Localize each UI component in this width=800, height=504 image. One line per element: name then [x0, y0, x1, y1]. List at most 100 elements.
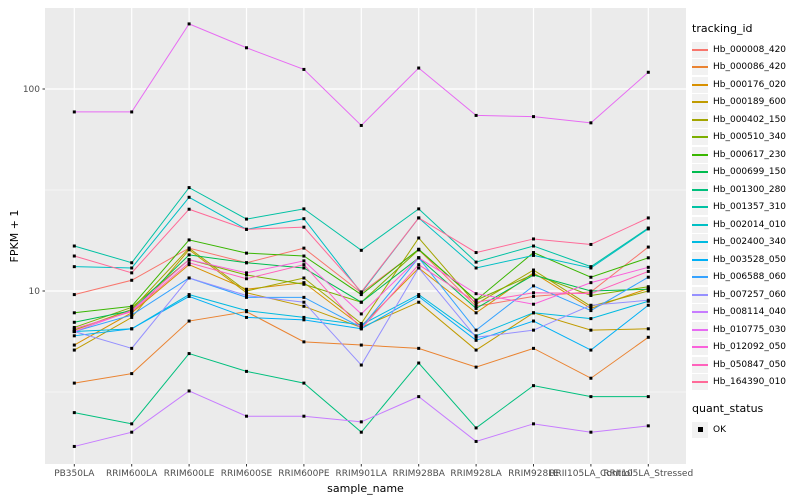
x-tick-label: RRIM928LA [450, 469, 502, 479]
legend-item-label: Hb_007257_060 [713, 289, 787, 300]
legend-item-label: Hb_003528_050 [713, 254, 787, 265]
legend-item-label: Hb_001357_310 [713, 202, 787, 213]
data-point [187, 195, 191, 199]
data-point [532, 273, 535, 277]
data-point [589, 348, 593, 352]
data-point [302, 207, 306, 211]
data-point [474, 306, 478, 310]
legend-item: Hb_002400_340 [692, 234, 798, 252]
data-point [130, 346, 134, 350]
legend-key-quant-ok [692, 421, 708, 438]
legend-swatch-Hb_164390_010 [692, 374, 708, 391]
data-point [646, 275, 650, 279]
data-point [187, 238, 191, 242]
data-point [130, 430, 134, 434]
data-point [646, 298, 650, 302]
legend-item-label: OK [713, 424, 726, 435]
data-point [187, 207, 191, 211]
legend-item: Hb_000617_230 [692, 146, 798, 164]
legend-key-line-icon [692, 101, 708, 104]
data-point [245, 289, 248, 293]
x-tick-label: RRII105LA_Stressed [603, 469, 693, 479]
data-point [359, 420, 363, 424]
data-point [417, 346, 421, 350]
plot-generated-content: 10 100 PB350LA RRIM600LA RRIM600LE RRIM600SE R… [23, 8, 693, 479]
legend-item: Hb_164390_010 [692, 374, 798, 392]
data-point [130, 372, 134, 376]
data-point [302, 225, 306, 229]
data-point [646, 303, 650, 307]
data-point [474, 260, 478, 264]
legend-key-line-icon [692, 188, 708, 191]
data-point [646, 395, 650, 399]
data-point [130, 110, 134, 114]
data-point [474, 300, 478, 304]
legend-item: Hb_003528_050 [692, 251, 798, 269]
data-point [187, 294, 191, 298]
data-point [474, 348, 478, 352]
x-tick-label: RRIM901LA [336, 469, 388, 479]
data-point [589, 266, 593, 270]
data-point [245, 315, 248, 319]
data-point [532, 311, 535, 315]
data-point [646, 245, 650, 249]
data-point [302, 282, 306, 286]
data-point [532, 328, 535, 332]
data-point [72, 311, 76, 315]
data-point [359, 327, 363, 331]
data-point [187, 389, 191, 393]
data-point [245, 291, 248, 295]
data-point [532, 291, 535, 295]
data-point [302, 414, 306, 418]
x-tick-label: PB350LA [54, 469, 95, 479]
legend-item: Hb_000699_150 [692, 164, 798, 182]
data-point [646, 285, 650, 289]
data-point [130, 271, 134, 275]
data-point [589, 306, 593, 310]
legend-swatch-Hb_000699_150 [692, 164, 708, 181]
legend-key-line-icon [692, 66, 708, 69]
legend-item-label: Hb_010775_030 [713, 324, 787, 335]
data-point [359, 300, 363, 304]
legend-item-label: Hb_050847_050 [713, 359, 787, 370]
data-point [72, 411, 76, 415]
data-point [474, 328, 478, 332]
data-point [187, 186, 191, 190]
data-point [302, 217, 306, 221]
legend-key-line-icon [692, 311, 708, 314]
data-point [646, 70, 650, 74]
data-point [302, 246, 306, 250]
x-tick-label: RRIM600SE [221, 469, 273, 479]
data-point [245, 277, 248, 281]
legend-key-line-icon [692, 48, 708, 51]
legend-item: Hb_000510_340 [692, 129, 798, 147]
legend-items: Hb_000008_420 Hb_000086_420 Hb_000176_020 H… [692, 41, 798, 391]
legend-item: Hb_006588_060 [692, 269, 798, 287]
legend-item-label: Hb_002400_340 [713, 237, 787, 248]
data-point [359, 430, 363, 434]
legend-key-line-icon [692, 223, 708, 226]
legend-item: Hb_001300_280 [692, 181, 798, 199]
legend-item-label: Hb_000086_420 [713, 62, 787, 73]
data-point [72, 254, 76, 258]
data-point [474, 251, 478, 255]
data-point [474, 292, 478, 296]
legend-key-line-icon [692, 136, 708, 139]
legend-swatch-Hb_000402_150 [692, 111, 708, 128]
data-point [532, 422, 535, 426]
data-point [417, 294, 421, 298]
legend-key-line-icon [692, 118, 708, 121]
data-point [187, 22, 191, 26]
data-point [532, 244, 535, 248]
data-point [187, 293, 191, 297]
data-point [187, 352, 191, 356]
x-tick-label: RRIM600PE [278, 469, 330, 479]
data-point [359, 248, 363, 252]
legend-swatch-Hb_000086_420 [692, 59, 708, 76]
data-point [245, 217, 248, 221]
legend-item: Hb_010775_030 [692, 321, 798, 339]
data-point [646, 256, 650, 260]
data-point [417, 66, 421, 70]
data-point [302, 381, 306, 385]
